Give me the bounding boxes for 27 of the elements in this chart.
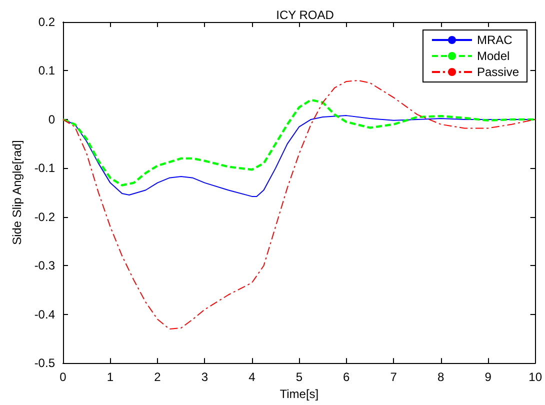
x-tick-label: 5 bbox=[296, 370, 303, 384]
y-tick-label: -0.1 bbox=[34, 161, 56, 176]
y-tick-label: 0.1 bbox=[38, 64, 56, 78]
x-tick-label: 2 bbox=[154, 370, 162, 384]
x-tick-label: 9 bbox=[484, 370, 492, 384]
x-tick-label: 8 bbox=[438, 370, 445, 384]
x-tick-label: 0 bbox=[60, 370, 67, 384]
legend-label: Passive bbox=[476, 65, 520, 79]
x-tick-label: 10 bbox=[528, 370, 542, 384]
x-axis-title: Time[s] bbox=[280, 387, 319, 401]
y-tick-label: -0.5 bbox=[34, 356, 56, 370]
y-tick-label: -0.4 bbox=[34, 307, 56, 322]
chart-title: ICY ROAD bbox=[276, 8, 334, 22]
y-axis-title: Side Slip Angle[rad] bbox=[10, 140, 24, 245]
x-tick-label: 1 bbox=[106, 370, 114, 384]
legend-label: MRAC bbox=[476, 33, 513, 47]
line-series bbox=[62, 80, 536, 330]
x-tick-label: 3 bbox=[201, 370, 208, 384]
y-tick-label: 0.2 bbox=[38, 15, 56, 29]
y-tick-label: 0 bbox=[48, 112, 56, 126]
x-tick-label: 7 bbox=[390, 370, 398, 384]
legend-label: Model bbox=[476, 49, 510, 63]
y-tick-label: -0.2 bbox=[34, 210, 56, 224]
y-tick-label: -0.3 bbox=[34, 258, 56, 273]
x-tick-label: 6 bbox=[343, 370, 350, 384]
line-series bbox=[62, 98, 536, 186]
x-tick-label: 4 bbox=[248, 370, 256, 384]
